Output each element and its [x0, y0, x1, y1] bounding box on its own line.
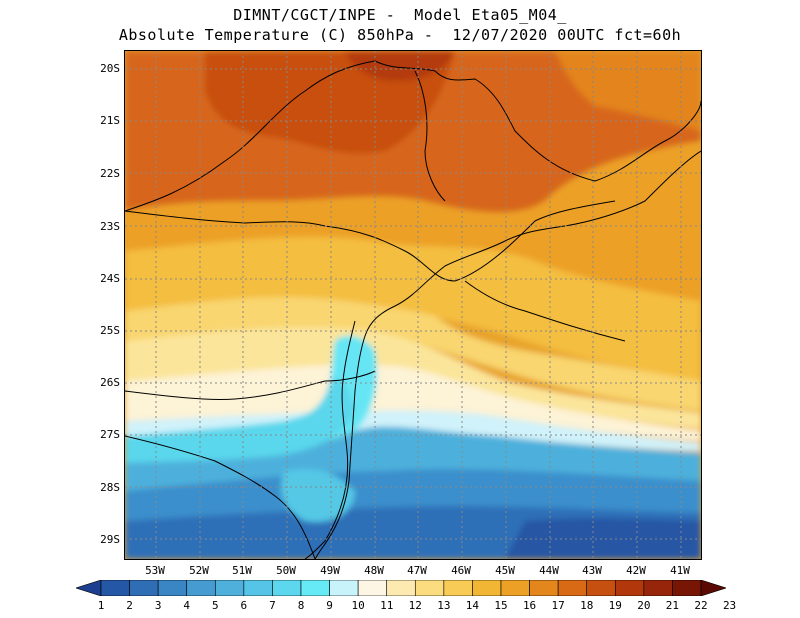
temp-band-9: [125, 378, 355, 463]
map-title-line-2: Absolute Temperature (C) 850hPa - 12/07/…: [118, 26, 682, 44]
colorbar-swatch: [157, 580, 188, 596]
coastline: [314, 240, 506, 559]
colorbar-label: 14: [465, 599, 480, 612]
colorbar-label: 9: [326, 599, 333, 612]
colorbar-swatch: [472, 580, 502, 596]
lon-label-47w: 47W: [407, 564, 427, 577]
temp-band-18: [555, 51, 701, 131]
colorbar-label: 21: [665, 599, 680, 612]
colorbar-label: 8: [297, 599, 305, 612]
colorbar-label: 4: [183, 599, 191, 612]
colorbar-swatch: [76, 580, 102, 596]
colorbar-swatch: [129, 580, 159, 596]
colorbar-swatch: [586, 580, 616, 596]
temp-band-8: [281, 469, 355, 522]
lat-label-28s: 28S: [100, 481, 120, 494]
colorbar-label: 11: [380, 599, 394, 612]
lat-label-22s: 22S: [100, 167, 120, 180]
colorbar-label: 20: [637, 599, 651, 612]
colorbar-swatch: [100, 580, 130, 596]
lon-label-42w: 42W: [626, 564, 646, 577]
colorbar: [76, 580, 726, 596]
colorbar-swatch: [672, 580, 702, 596]
temp-band-12: [125, 364, 701, 441]
colorbar-swatch: [557, 580, 588, 596]
colorbar-swatch: [300, 580, 330, 596]
temp-band-13: [125, 326, 701, 429]
lat-label-20s: 20S: [100, 62, 120, 75]
colorbar-swatch: [214, 580, 245, 596]
colorbar-swatch: [414, 580, 445, 596]
lon-label-41w: 41W: [670, 564, 690, 577]
lon-label-45w: 45W: [495, 564, 515, 577]
temp-band-17: [125, 141, 701, 301]
colorbar-label: 23: [722, 599, 737, 612]
lon-label-49w: 49W: [320, 564, 340, 577]
colorbar-swatch: [386, 580, 416, 596]
colorbar-swatch: [243, 580, 273, 596]
temperature-field: [125, 51, 701, 559]
map-title-line-1: DIMNT/CGCT/INPE - Model Eta05_M04_: [233, 6, 567, 24]
lon-label-51w: 51W: [232, 564, 252, 577]
lat-label-23s: 23S: [100, 220, 120, 233]
colorbar-label: 13: [437, 599, 451, 612]
lat-label-29s: 29S: [100, 533, 120, 546]
colorbar-label: 3: [154, 599, 162, 612]
colorbar-label: 5: [211, 599, 219, 612]
colorbar-label: 22: [694, 599, 708, 612]
lat-lon-grid: [125, 51, 701, 559]
colorbar-label: 1: [97, 599, 105, 612]
colorbar-swatch: [500, 580, 530, 596]
colorbar-swatch: [700, 580, 726, 596]
colorbar-label: 10: [351, 599, 365, 612]
lon-label-52w: 52W: [189, 564, 209, 577]
temperature-map: [124, 50, 702, 560]
lon-label-43w: 43W: [582, 564, 602, 577]
coastline-north: [504, 150, 701, 242]
lon-label-44w: 44W: [539, 564, 559, 577]
colorbar-label: 6: [240, 599, 248, 612]
colorbar-label: 15: [494, 599, 508, 612]
lat-label-24s: 24S: [100, 272, 120, 285]
colorbar-label: 18: [580, 599, 594, 612]
colorbar-swatch: [272, 580, 302, 596]
colorbar-label: 16: [522, 599, 537, 612]
state-borders: [125, 60, 701, 559]
lat-label-27s: 27S: [100, 428, 120, 441]
colorbar-label: 17: [551, 599, 565, 612]
temp-band-14: [125, 296, 701, 411]
lon-label-53w: 53W: [145, 564, 165, 577]
colorbar-swatch: [329, 580, 359, 596]
colorbar-label: 19: [608, 599, 622, 612]
lon-label-46w: 46W: [451, 564, 471, 577]
colorbar-swatch: [529, 580, 559, 596]
lon-label-48w: 48W: [364, 564, 384, 577]
colorbar-label: 12: [408, 599, 422, 612]
colorbar-label: 7: [269, 599, 276, 612]
lat-label-25s: 25S: [100, 324, 120, 337]
lat-label-21s: 21S: [100, 114, 120, 127]
temp-band-15: [125, 236, 701, 381]
colorbar-label: 2: [126, 599, 133, 612]
colorbar-swatch: [357, 580, 388, 596]
lon-label-50w: 50W: [276, 564, 296, 577]
colorbar-swatch: [614, 580, 645, 596]
colorbar-swatch: [643, 580, 673, 596]
colorbar-swatch: [186, 580, 216, 596]
temp-band-21: [345, 51, 455, 81]
temp-band-4: [505, 518, 701, 559]
lat-label-26s: 26S: [100, 376, 120, 389]
colorbar-swatch: [443, 580, 473, 596]
